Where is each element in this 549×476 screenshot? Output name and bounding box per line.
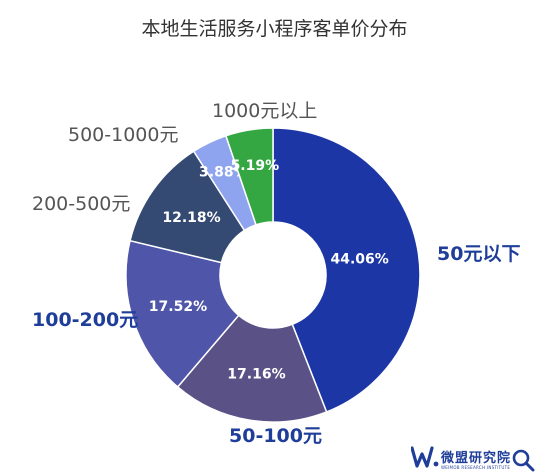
category-label-5: 1000元以上 [212,100,317,122]
watermark-name: 微盟研究院 [441,451,512,466]
slice-3 [129,150,246,264]
category-label-1: 50-100元 [229,425,322,447]
slice-0 [272,127,421,413]
value-label-1: 17.16% [227,367,285,383]
chart-title: 本地生活服务小程序客单价分布 [141,18,408,40]
value-label-2: 17.52% [149,299,207,315]
slice-5 [224,127,274,226]
value-label-3: 12.18% [162,210,220,226]
value-label-5: 5.19% [231,158,280,174]
weimob-logo-icon [411,446,439,468]
category-label-4: 500-1000元 [68,124,178,146]
watermark-subtitle: WEIMOB RESEARCH INSTITUTE [441,465,511,470]
slice-1 [176,314,328,423]
magnifier-icon [512,449,535,472]
value-label-0: 44.06% [331,252,389,268]
category-label-2: 100-200元 [32,309,138,331]
slice-2 [125,239,240,388]
category-label-0: 50元以下 [437,243,520,265]
value-label-4: 3.88% [199,165,248,181]
category-label-3: 200-500元 [32,193,130,215]
